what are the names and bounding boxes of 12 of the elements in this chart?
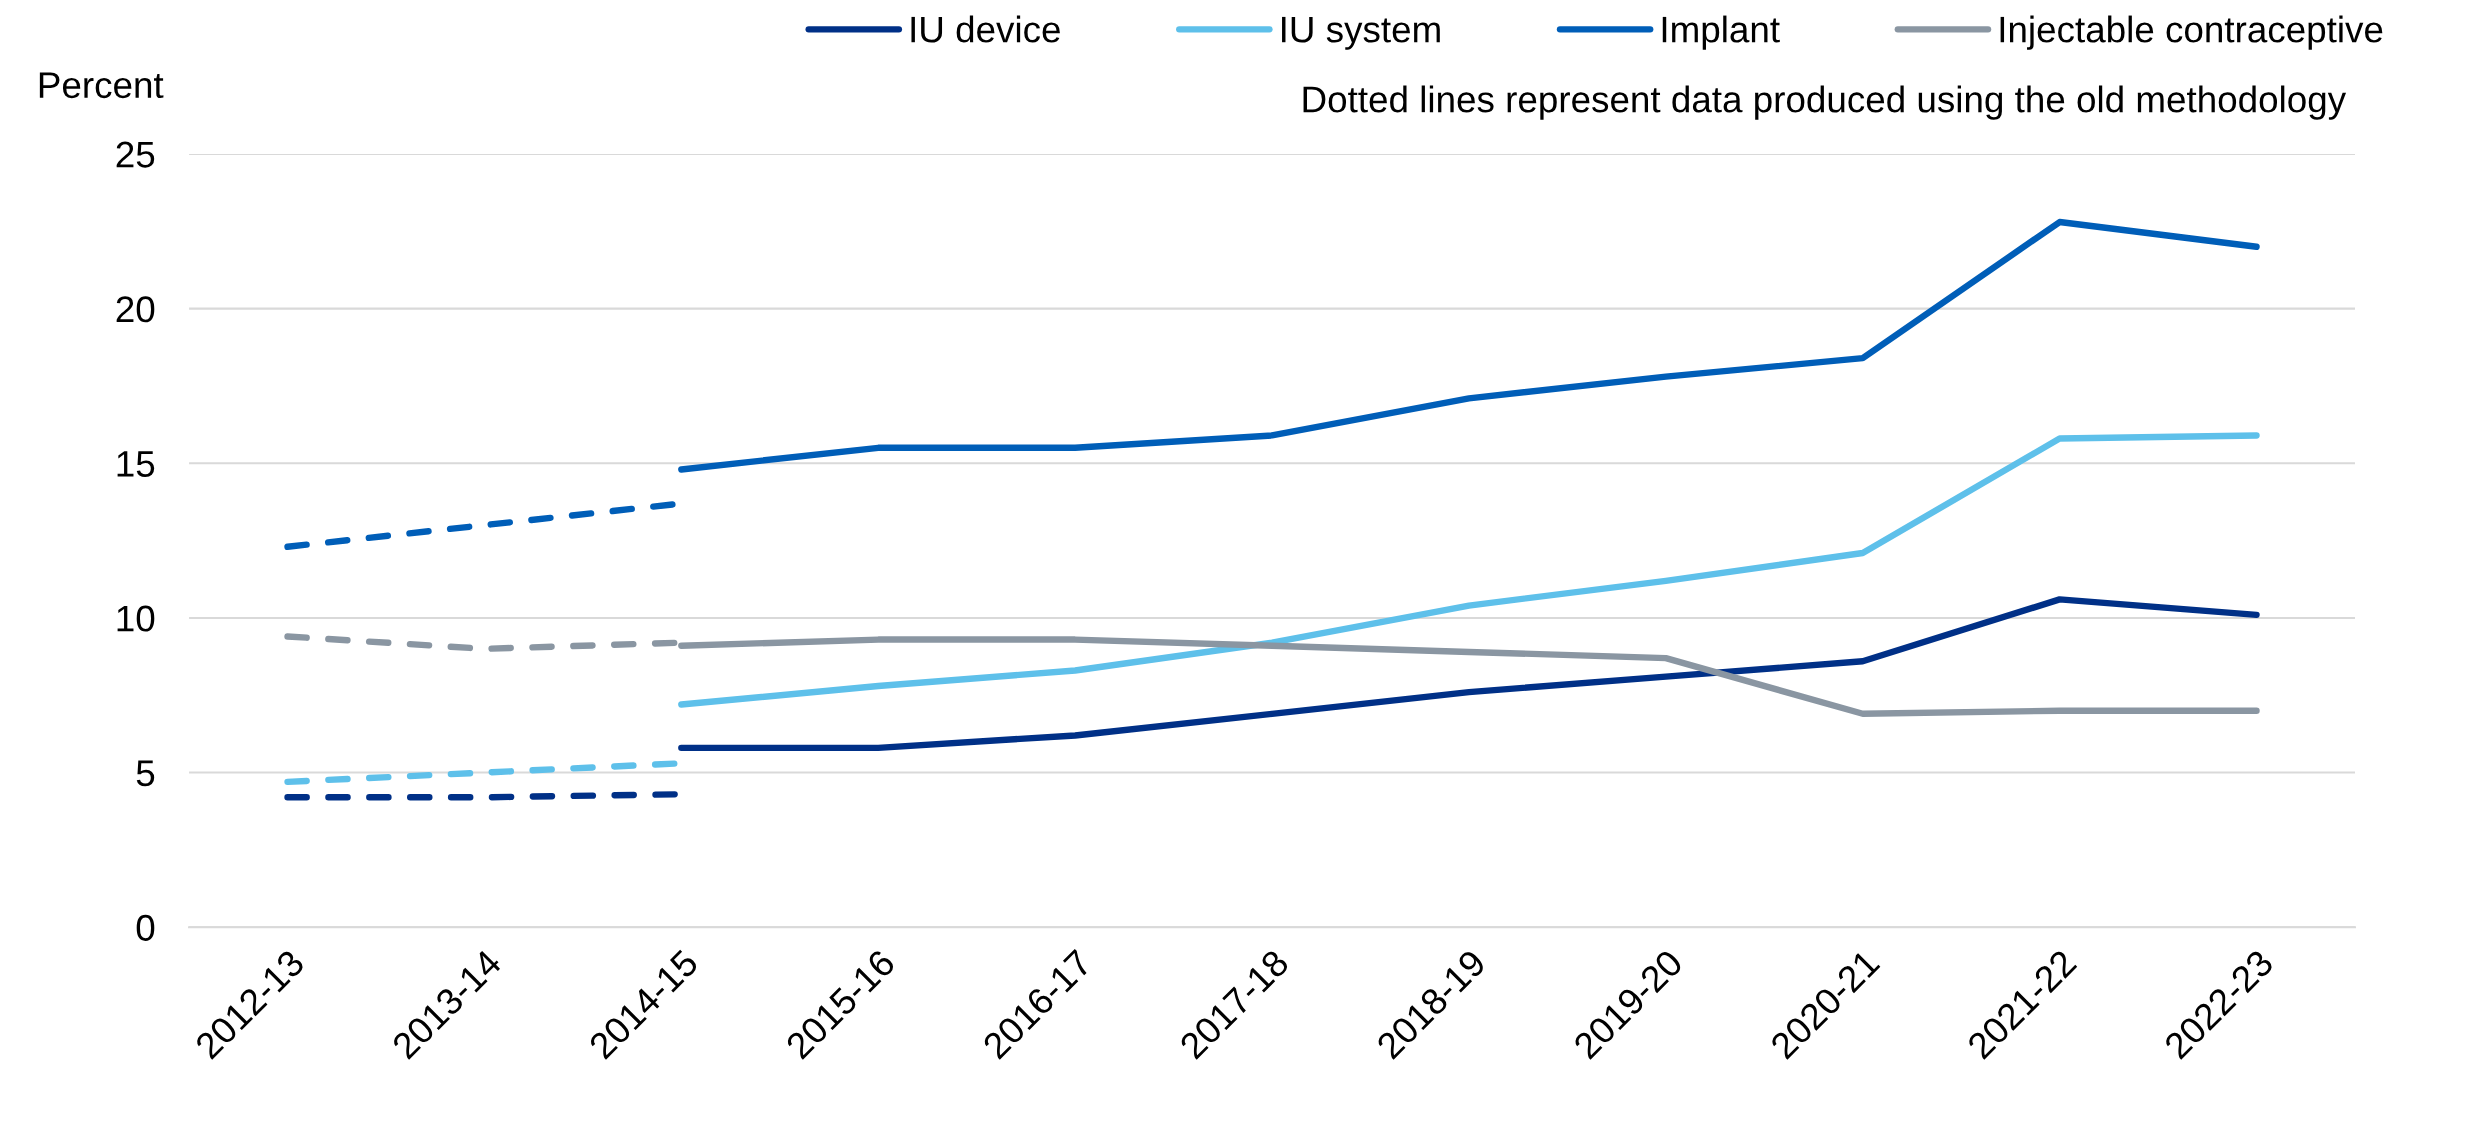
y-tick-label: 20 [116,296,155,323]
legend-label: IU system [1282,16,1440,50]
y-tick-label: 5 [136,760,155,787]
text: Dotted lines represent data produced using the old methodology [1303,85,2347,120]
legend-label: Injectable contraceptive [2000,15,2383,50]
y-tick-label: 15 [117,451,155,477]
y-axis-title: Percent [39,72,164,99]
y-tick-label: 25 [116,141,155,168]
legend-label: Implant [1662,15,1780,50]
legend-label: IU device [911,15,1060,43]
y-tick-label: 0 [136,914,155,941]
y-tick-label: 10 [117,605,155,632]
